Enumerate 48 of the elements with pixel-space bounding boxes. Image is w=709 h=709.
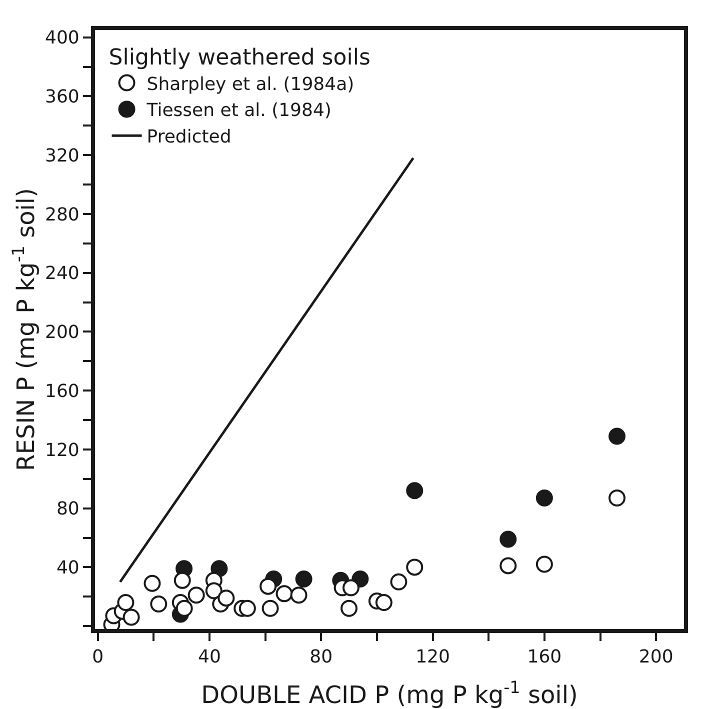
point <box>608 428 626 445</box>
y-tick-label: 80 <box>56 498 80 520</box>
y-tick-label: 160 <box>45 380 80 402</box>
point <box>262 600 279 617</box>
point <box>406 558 424 576</box>
x-tick-label: 0 <box>92 646 104 668</box>
y-tick-label: 120 <box>45 440 80 461</box>
point <box>406 482 424 500</box>
point <box>340 600 358 617</box>
y-tick-label: 400 <box>45 28 80 49</box>
y-tick-label: 320 <box>45 145 80 166</box>
point <box>536 490 553 507</box>
point <box>122 608 140 626</box>
y-tick-label: 240 <box>45 263 80 284</box>
point <box>144 574 161 592</box>
point <box>150 595 168 612</box>
x-tick-label: 80 <box>310 646 333 668</box>
legend-label: Predicted <box>146 126 232 148</box>
y-tick-label: 40 <box>56 557 80 578</box>
y-tick-label: 200 <box>45 322 80 344</box>
x-tick-label: 40 <box>198 646 221 668</box>
legend-label: Sharpley et al. (1984a) <box>146 74 354 95</box>
point <box>188 586 205 604</box>
point <box>218 590 235 607</box>
point <box>536 556 553 573</box>
legend-label: Tiessen et al. (1984) <box>146 100 332 122</box>
legend-title: Slightly weathered soils <box>108 46 370 71</box>
x-axis-title: DOUBLE ACID P (mg P kg$^{-1}$ soil) <box>201 676 578 709</box>
y-tick-label: 280 <box>45 204 80 226</box>
point <box>238 600 256 617</box>
point <box>500 557 517 574</box>
point <box>342 579 360 596</box>
point <box>500 530 517 548</box>
y-tick-label: 360 <box>45 86 80 108</box>
point <box>608 490 626 507</box>
x-tick-label: 200 <box>638 646 674 668</box>
point <box>260 578 277 595</box>
point <box>205 582 222 600</box>
x-tick-label: 120 <box>416 646 450 668</box>
point <box>276 585 293 602</box>
point <box>176 600 193 617</box>
point <box>174 572 191 589</box>
x-tick-label: 160 <box>527 646 562 668</box>
point <box>295 570 312 588</box>
point <box>390 573 408 590</box>
point <box>117 594 134 612</box>
point <box>375 594 392 612</box>
point <box>290 586 308 604</box>
